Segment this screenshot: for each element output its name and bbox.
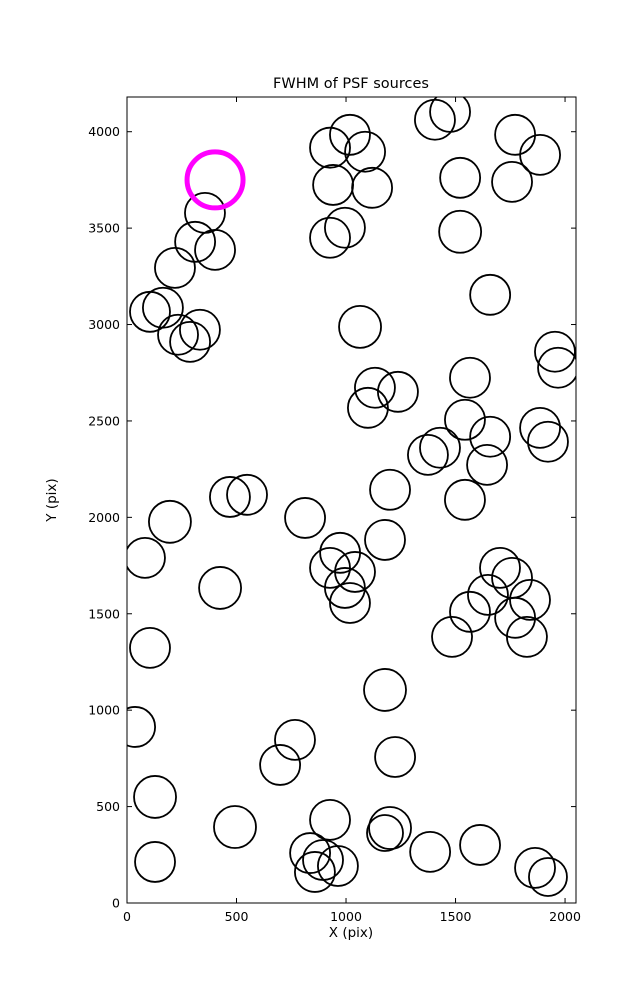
psf-circle bbox=[157, 313, 199, 356]
psf-circle bbox=[127, 706, 156, 748]
psf-circle bbox=[284, 497, 326, 539]
x-tick-label: 500 bbox=[225, 909, 249, 924]
psf-circle bbox=[534, 330, 576, 373]
psf-circle bbox=[368, 806, 412, 850]
x-tick-label: 2000 bbox=[549, 909, 581, 924]
psf-circle bbox=[134, 841, 176, 883]
x-tick-label: 0 bbox=[123, 909, 131, 924]
psf-circle bbox=[351, 166, 393, 209]
psf-circle bbox=[459, 824, 501, 866]
psf-circle bbox=[169, 320, 211, 363]
psf-circle bbox=[154, 246, 196, 289]
chart-title: FWHM of PSF sources bbox=[273, 76, 429, 92]
x-tick-label: 1000 bbox=[330, 909, 362, 924]
psf-circle bbox=[514, 847, 556, 889]
psf-circle bbox=[309, 798, 351, 841]
psf-circle bbox=[369, 468, 411, 511]
axis-ticks: 0 500 1000 1500 2000 0 500 1000 1500 2000 2500 3000… bbox=[88, 97, 581, 924]
psf-circle bbox=[364, 519, 406, 561]
psf-circle bbox=[338, 304, 382, 349]
y-axis-label: Y (pix) bbox=[44, 478, 60, 522]
psf-circle bbox=[374, 736, 416, 778]
y-tick-label: 2500 bbox=[88, 413, 120, 428]
scatter-points bbox=[127, 97, 576, 897]
psf-circle bbox=[294, 851, 336, 893]
psf-circle bbox=[274, 718, 316, 761]
psf-circle bbox=[438, 209, 483, 254]
psf-circle bbox=[479, 546, 521, 589]
psf-circle bbox=[329, 113, 371, 156]
psf-circle bbox=[409, 831, 452, 873]
psf-circle bbox=[467, 573, 509, 616]
psf-circle bbox=[198, 566, 242, 610]
psf-circle bbox=[449, 590, 491, 633]
psf-circle bbox=[289, 832, 332, 874]
psf-circle bbox=[312, 164, 355, 206]
psf-circle bbox=[509, 578, 551, 621]
psf-circle bbox=[129, 290, 171, 333]
psf-circle bbox=[449, 356, 491, 399]
psf-circle bbox=[414, 98, 456, 141]
x-tick-label: 1500 bbox=[440, 909, 472, 924]
psf-circle bbox=[179, 308, 221, 351]
plot-area bbox=[126, 96, 577, 904]
psf-circle bbox=[259, 744, 301, 786]
psf-circle bbox=[324, 206, 366, 249]
psf-circle bbox=[324, 567, 366, 609]
psf-circle bbox=[444, 398, 486, 441]
psf-circle bbox=[419, 426, 461, 469]
y-tick-label: 500 bbox=[96, 799, 120, 814]
psf-circle bbox=[363, 668, 407, 712]
psf-circle bbox=[184, 191, 226, 234]
psf-circle bbox=[133, 775, 177, 819]
psf-circle bbox=[537, 346, 576, 389]
y-tick-label: 0 bbox=[112, 896, 120, 911]
psf-circle bbox=[527, 420, 569, 463]
y-tick-label: 1000 bbox=[88, 703, 120, 718]
psf-circle bbox=[127, 536, 166, 579]
psf-circle bbox=[491, 160, 533, 203]
psf-circle bbox=[354, 366, 396, 409]
psf-circle bbox=[309, 216, 351, 259]
psf-circle bbox=[194, 229, 236, 271]
psf-circle bbox=[148, 499, 192, 544]
psf-circle bbox=[494, 113, 537, 156]
psf-circle bbox=[213, 805, 257, 849]
psf-circle bbox=[334, 551, 376, 593]
psf-circle bbox=[174, 220, 217, 263]
y-tick-label: 4000 bbox=[88, 124, 120, 139]
psf-circle bbox=[407, 433, 449, 476]
psf-circle bbox=[439, 156, 482, 199]
psf-circle bbox=[344, 130, 386, 173]
psf-circle bbox=[469, 273, 512, 316]
psf-circle bbox=[377, 370, 419, 413]
psf-circle bbox=[129, 626, 171, 669]
y-tick-label: 2000 bbox=[88, 510, 120, 525]
psf-circle bbox=[519, 406, 561, 449]
psf-circle bbox=[347, 386, 389, 429]
psf-circle bbox=[317, 845, 359, 887]
psf-circle bbox=[329, 582, 371, 624]
psf-circle bbox=[519, 133, 561, 176]
y-tick-label: 3000 bbox=[88, 317, 120, 332]
psf-circle bbox=[366, 814, 404, 852]
psf-circle bbox=[444, 478, 486, 521]
psf-circle bbox=[209, 476, 251, 518]
psf-circle bbox=[431, 616, 473, 658]
psf-circle bbox=[309, 126, 351, 169]
psf-circle bbox=[226, 473, 268, 516]
psf-circle bbox=[142, 286, 184, 329]
psf-circle bbox=[506, 616, 548, 658]
psf-circle bbox=[469, 415, 512, 458]
y-tick-label: 3500 bbox=[88, 221, 120, 236]
x-axis-label: X (pix) bbox=[329, 925, 373, 941]
psf-circle bbox=[528, 857, 568, 897]
psf-circle bbox=[429, 97, 471, 133]
psf-circle bbox=[466, 444, 508, 486]
y-tick-label: 1500 bbox=[88, 606, 120, 621]
highlighted-psf-circle bbox=[184, 149, 246, 211]
